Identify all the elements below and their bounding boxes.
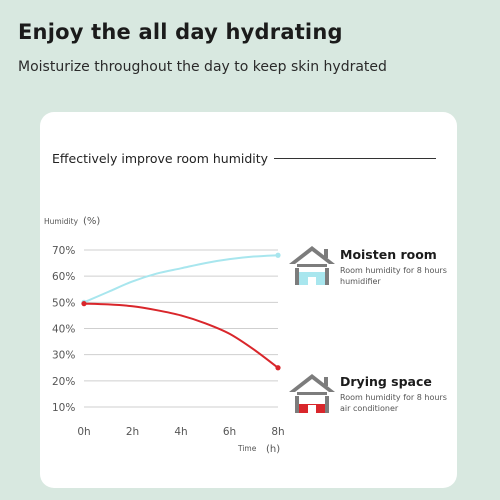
x-tick-label: 6h <box>223 426 236 438</box>
x-axis-unit: (h) <box>266 444 280 455</box>
x-tick-label: 4h <box>174 426 187 438</box>
legend-moisten-desc: Room humidity for 8 hours humidifier <box>340 266 447 286</box>
y-tick-label: 70% <box>52 245 75 257</box>
y-tick-label: 30% <box>52 350 75 362</box>
x-tick-label: 0h <box>77 426 90 438</box>
chart-card <box>40 112 457 488</box>
x-tick-label: 2h <box>126 426 139 438</box>
series-point-drying-space <box>81 301 87 307</box>
page-headline: Enjoy the all day hydrating <box>18 20 343 44</box>
x-axis-label: Time <box>237 444 257 453</box>
legend-drying: Drying space Room humidity for 8 hours a… <box>340 374 452 414</box>
legend-drying-desc: Room humidity for 8 hours air conditione… <box>340 393 447 413</box>
series-line-moisten-room <box>83 254 279 304</box>
title-rule <box>274 158 436 159</box>
legend-drying-name: Drying space <box>340 374 432 389</box>
y-tick-label: 60% <box>52 271 75 283</box>
y-tick-label: 10% <box>52 402 75 414</box>
y-axis-label: Humidity <box>44 217 79 226</box>
series-line-drying-space <box>83 302 279 369</box>
series-point-moisten-room <box>275 252 281 258</box>
page-subheadline: Moisturize throughout the day to keep sk… <box>18 59 387 75</box>
chart-title: Effectively improve room humidity <box>52 151 269 166</box>
x-tick-label: 8h <box>271 426 284 438</box>
y-tick-label: 50% <box>52 297 75 309</box>
y-tick-label: 40% <box>52 324 75 336</box>
house-humidifier-icon <box>289 246 335 285</box>
series-point-drying-space <box>275 365 281 371</box>
house-dry-icon <box>289 374 335 413</box>
y-axis-unit: (%) <box>83 216 100 227</box>
legend-moisten-name: Moisten room <box>340 247 437 262</box>
legend-moisten: Moisten room Room humidity for 8 hours h… <box>340 247 452 287</box>
y-tick-label: 20% <box>52 376 75 388</box>
